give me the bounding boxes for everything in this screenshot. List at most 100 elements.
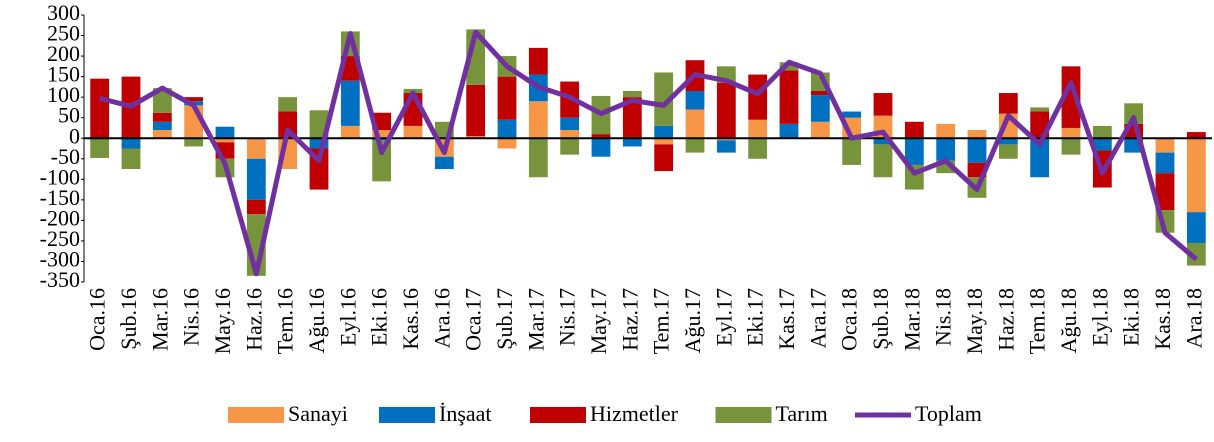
x-tick-label: Eki.18 xyxy=(1119,288,1144,346)
bar xyxy=(528,47,548,75)
y-tick-label: 200 xyxy=(47,41,80,66)
x-tick-label: Mar.17 xyxy=(523,288,548,351)
x-tick-label: Nis.17 xyxy=(555,288,580,346)
bar xyxy=(246,138,266,159)
bar xyxy=(654,72,674,126)
legend-label: Sanayi xyxy=(288,401,348,426)
legend-key xyxy=(530,407,586,423)
x-tick-label: Kas.18 xyxy=(1150,288,1175,350)
bar xyxy=(466,136,486,139)
bar xyxy=(936,138,956,161)
x-tick-label: Haz.17 xyxy=(617,288,642,351)
bar xyxy=(716,82,736,139)
bar xyxy=(967,130,987,139)
bar xyxy=(1155,138,1175,153)
legend-key xyxy=(228,407,284,423)
x-tick-label: Nis.18 xyxy=(931,288,956,346)
x-tick-label: Tem.17 xyxy=(649,288,674,354)
bar xyxy=(842,138,862,165)
bar xyxy=(1124,103,1144,124)
bar xyxy=(1092,138,1112,151)
legend-label: Toplam xyxy=(915,401,982,426)
x-tick-label: Ağu.16 xyxy=(304,288,329,353)
x-tick-label: Şub.16 xyxy=(116,288,141,350)
y-tick-label: -200 xyxy=(40,205,80,230)
bar xyxy=(998,93,1018,114)
bar xyxy=(716,140,736,153)
bar xyxy=(967,138,987,163)
x-tick-label: May.17 xyxy=(586,288,611,354)
bar xyxy=(654,125,674,139)
bar xyxy=(246,199,266,215)
bar xyxy=(372,140,392,182)
bar xyxy=(497,119,517,139)
y-tick-label: 250 xyxy=(47,21,80,46)
x-tick-label: Oca.18 xyxy=(837,288,862,351)
bar xyxy=(560,138,580,155)
y-tick-label: -50 xyxy=(51,144,80,169)
bar xyxy=(152,112,172,122)
bar xyxy=(904,121,924,139)
x-tick-label: Tem.16 xyxy=(273,288,298,354)
y-tick-label: 150 xyxy=(47,62,80,87)
legend-label: Hizmetler xyxy=(590,401,679,426)
y-tick-label: 50 xyxy=(58,103,80,128)
x-tick-label: Ağu.18 xyxy=(1056,288,1081,353)
bar xyxy=(1030,107,1050,112)
bar xyxy=(1186,212,1206,243)
bar xyxy=(1155,152,1175,174)
bar xyxy=(1092,125,1112,139)
bar xyxy=(622,90,642,98)
bar xyxy=(748,74,768,120)
bar xyxy=(309,110,329,139)
bar xyxy=(184,138,204,147)
x-tick-label: Eki.16 xyxy=(367,288,392,346)
bar xyxy=(873,138,893,145)
x-tick-label: Kas.16 xyxy=(398,288,423,350)
x-tick-label: Haz.18 xyxy=(993,288,1018,351)
x-tick-label: Haz.16 xyxy=(241,288,266,351)
bar xyxy=(998,144,1018,159)
bar xyxy=(340,80,360,126)
bar xyxy=(528,138,548,178)
bar xyxy=(309,138,329,149)
bar xyxy=(1061,138,1081,155)
y-tick-label: 100 xyxy=(47,82,80,107)
bar xyxy=(810,90,830,96)
x-tick-label: Nis.16 xyxy=(179,288,204,346)
bar xyxy=(497,138,517,149)
bar xyxy=(685,109,705,139)
bar xyxy=(372,138,392,141)
bar xyxy=(936,123,956,139)
bar xyxy=(842,111,862,118)
bar xyxy=(873,144,893,178)
bar xyxy=(748,138,768,159)
y-tick-label: 0 xyxy=(69,123,80,148)
x-tick-label: Tem.18 xyxy=(1025,288,1050,354)
bar xyxy=(1186,138,1206,213)
x-tick-label: Ara.16 xyxy=(429,288,454,348)
bar xyxy=(716,138,736,141)
bar xyxy=(748,119,768,139)
x-tick-label: Şub.17 xyxy=(492,288,517,350)
bar xyxy=(685,138,705,153)
bar xyxy=(152,130,172,139)
bar xyxy=(246,158,266,200)
bar xyxy=(1186,132,1206,139)
bar xyxy=(403,125,423,139)
bar xyxy=(466,84,486,137)
bar xyxy=(152,121,172,131)
bar xyxy=(779,123,799,139)
x-tick-label: Eyl.18 xyxy=(1087,288,1112,346)
bar xyxy=(779,70,799,124)
legend-label: Tarım xyxy=(776,401,828,426)
bar xyxy=(1155,173,1175,211)
bar xyxy=(90,139,110,158)
y-tick-label: -250 xyxy=(40,226,80,251)
bar xyxy=(1061,127,1081,139)
x-tick-label: Eyl.17 xyxy=(711,288,736,346)
bar xyxy=(591,134,611,139)
x-tick-label: Eyl.16 xyxy=(335,288,360,346)
x-tick-label: May.18 xyxy=(962,288,987,354)
bar xyxy=(340,125,360,139)
